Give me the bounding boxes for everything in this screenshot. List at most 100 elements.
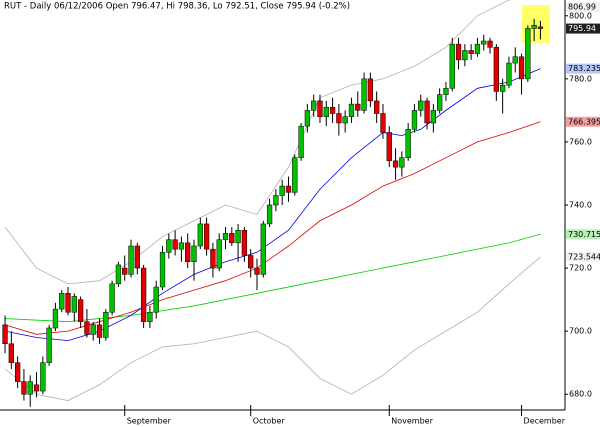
candle-body — [418, 100, 424, 111]
chart-title: RUT - Daily 06/12/2006 Open 796.47, Hi 7… — [4, 2, 350, 12]
candle-body — [462, 50, 468, 61]
candle-body — [537, 26, 544, 29]
candle-body — [317, 100, 323, 117]
price-label: 723.544 — [568, 252, 600, 261]
candle-body — [304, 110, 311, 127]
candle-body — [140, 267, 147, 322]
candle-body — [348, 103, 355, 117]
price-label-box — [566, 229, 600, 240]
candle-body — [248, 255, 254, 269]
candle-body — [147, 311, 153, 322]
candle-body — [172, 239, 178, 250]
candle-body — [292, 157, 298, 193]
indicator-line — [4, 121, 541, 335]
candle-body — [159, 252, 166, 288]
candle-body — [153, 286, 159, 313]
x-tick-label: October — [253, 417, 286, 426]
y-tick-label: 720.0 — [569, 264, 592, 273]
candle-body — [103, 311, 109, 338]
price-label: 766.395 — [568, 117, 600, 126]
candle-body — [2, 324, 8, 345]
x-tick-label: December — [524, 417, 566, 426]
indicator-line — [4, 0, 511, 285]
candle-body — [342, 116, 348, 124]
indicator-line — [4, 256, 541, 401]
candle-body — [506, 62, 512, 86]
y-tick-label: 740.0 — [569, 201, 592, 210]
y-tick-label: 680.0 — [569, 390, 592, 399]
candle-body — [449, 43, 455, 89]
candle-body — [210, 248, 216, 269]
candle-body — [197, 223, 203, 247]
candle-body — [386, 132, 392, 162]
candle-body — [455, 43, 462, 61]
candle-body — [241, 229, 248, 256]
candle-body — [216, 239, 222, 269]
candle-body — [279, 185, 285, 196]
price-label-box — [566, 116, 600, 127]
candle-body — [185, 242, 191, 263]
candle-body — [52, 308, 59, 329]
candle-body — [96, 324, 103, 338]
candle-body — [33, 384, 40, 392]
candle-body — [8, 343, 14, 363]
candle-body — [134, 245, 140, 269]
candle-body — [380, 113, 386, 133]
candle-body — [40, 362, 46, 392]
candle-body — [71, 296, 77, 313]
candle-body — [411, 110, 418, 130]
candle-body — [266, 204, 273, 225]
candle-body — [84, 321, 90, 335]
candle-body — [323, 106, 329, 117]
candle-body — [361, 78, 367, 111]
y-tick-label: 760.0 — [569, 137, 592, 146]
candle-body — [122, 267, 128, 275]
candle-body — [115, 264, 122, 285]
candle-body — [512, 56, 518, 64]
candle-body — [178, 242, 185, 250]
candle-body — [65, 293, 71, 313]
candle-body — [235, 229, 241, 244]
candle-body — [298, 125, 304, 158]
candle-body — [90, 324, 96, 335]
candle-body — [59, 293, 65, 310]
x-tick-label: November — [391, 417, 433, 426]
y-tick-label: 780.0 — [569, 74, 592, 83]
candle-body — [531, 24, 537, 29]
candle-body — [311, 100, 317, 111]
candle-body — [336, 113, 342, 124]
candle-body — [21, 381, 27, 395]
candle-body — [424, 100, 430, 124]
candle-body — [77, 299, 84, 322]
candle-body — [468, 50, 474, 54]
y-tick-label: 700.0 — [569, 327, 592, 336]
candle-body — [405, 129, 411, 158]
candle-body — [14, 362, 21, 382]
candle-body — [128, 245, 134, 275]
candle-body — [518, 56, 525, 80]
candle-body — [392, 160, 399, 168]
candle-body — [260, 223, 266, 275]
price-label: 783.235 — [568, 64, 600, 73]
candle-body — [109, 283, 115, 313]
price-label: 730.715 — [568, 230, 600, 239]
candle-body — [203, 223, 210, 250]
price-label-box — [566, 251, 600, 262]
price-label-box — [566, 63, 600, 74]
candle-body — [273, 195, 279, 206]
candle-body — [229, 233, 235, 244]
candle-body — [46, 327, 52, 363]
candle-body — [487, 40, 493, 48]
candle-body — [437, 94, 443, 111]
y-tick-label: 800.0 — [569, 11, 592, 20]
candle-body — [499, 84, 506, 92]
close-label: 795.94 — [568, 24, 596, 33]
candle-body — [367, 78, 374, 102]
candle-body — [374, 100, 380, 114]
price-label: 806.99 — [568, 3, 596, 12]
candle-body — [285, 185, 292, 193]
candle-body — [481, 40, 487, 45]
candle-body — [430, 110, 436, 124]
